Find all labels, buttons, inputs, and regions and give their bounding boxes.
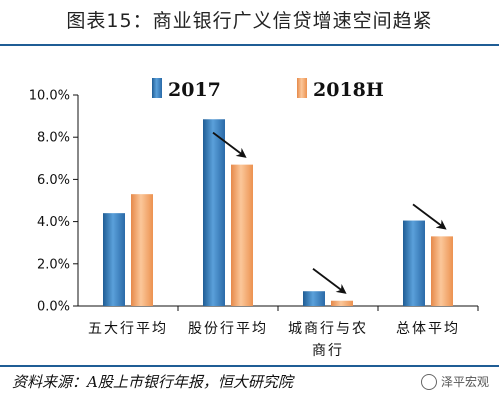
- bar-2018H: [231, 164, 253, 306]
- watermark: 泽平宏观: [420, 370, 489, 394]
- bar-2017: [203, 119, 225, 306]
- decline-arrow: [312, 268, 347, 294]
- legend-swatch-2018H: [297, 78, 307, 98]
- bar-2017: [103, 213, 125, 306]
- y-tick-label: 10.0%: [29, 89, 70, 104]
- x-category-label: 五大行平均: [88, 321, 168, 337]
- watermark-text: 泽平宏观: [440, 375, 489, 389]
- y-tick-label: 0.0%: [37, 300, 70, 315]
- x-category-label: 城商行与农: [288, 321, 368, 337]
- bar-2017: [403, 220, 425, 306]
- bar-2018H: [331, 300, 353, 306]
- title-divider: [0, 44, 499, 46]
- y-tick-label: 2.0%: [37, 257, 70, 272]
- bar-2018H: [131, 194, 153, 306]
- x-category-label: 商行: [312, 343, 344, 359]
- chart-title: 图表15：商业银行广义信贷增速空间趋紧: [66, 10, 433, 32]
- y-tick-label: 8.0%: [37, 131, 70, 146]
- legend-swatch-2017: [152, 78, 162, 98]
- bar-2017: [303, 291, 325, 306]
- source-divider: [0, 365, 499, 367]
- decline-arrow: [412, 203, 447, 230]
- bar-chart: 0.0% 2.0% 4.0% 6.0% 8.0% 10.0% 五大行平均 股份行平均 城商行与农…: [29, 78, 479, 359]
- y-tick-label: 4.0%: [37, 215, 70, 230]
- y-tick-label: 6.0%: [37, 173, 70, 188]
- source-note: 资料来源：A股上市银行年报，恒大研究院: [12, 373, 293, 391]
- legend-label-2018H: 2018H: [313, 79, 384, 101]
- bar-2018H: [431, 236, 453, 306]
- x-category-label: 总体平均: [396, 321, 460, 337]
- x-category-label: 股份行平均: [188, 321, 268, 337]
- decline-arrow: [212, 131, 247, 158]
- wechat-logo-icon: [420, 374, 437, 390]
- legend-label-2017: 2017: [168, 79, 221, 101]
